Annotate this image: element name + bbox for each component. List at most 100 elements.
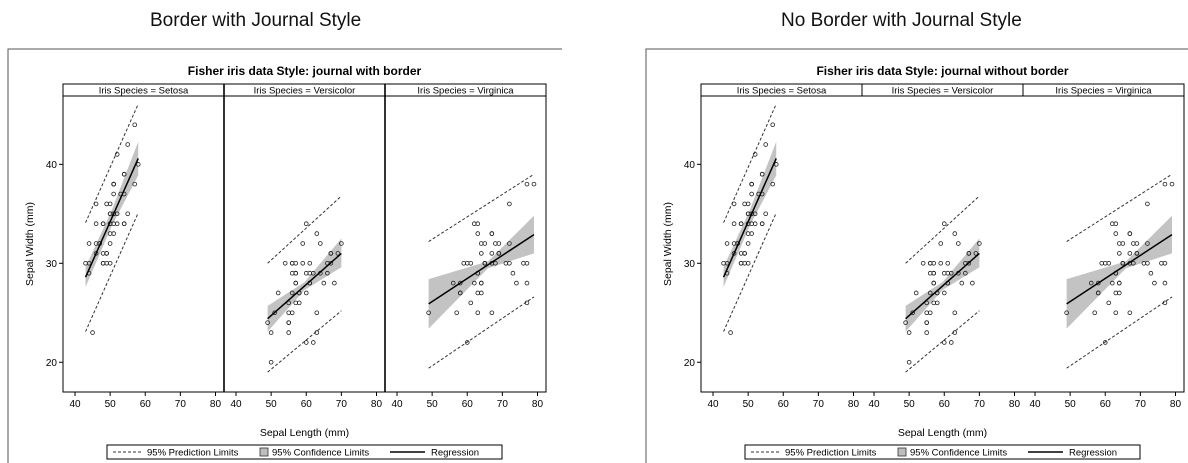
data-point [931,260,937,266]
data-point [325,270,330,276]
x-tick-label: 80 [532,399,544,410]
data-point [293,260,299,266]
y-tick-label: 40 [46,160,58,171]
data-point [1145,201,1150,207]
panel-header-label: Iris Species = Versicolor [892,86,994,97]
data-point [927,310,933,316]
data-point [963,270,968,276]
x-tick-label: 50 [904,399,916,410]
x-axis-label: Sepal Length (mm) [260,427,349,439]
legend-label-prediction: 95% Prediction Limits [147,448,239,459]
data-point [1106,300,1112,306]
data-point [93,201,99,207]
data-point [1120,241,1126,246]
data-point [107,201,113,207]
panel-1: Iris Species = Setosa 40 50 60 70 80 20 30 40 [46,86,222,411]
panel-2: Iris Species = Versicolor 40 50 60 70 80 [861,84,1020,410]
data-point [132,122,138,128]
data-point [531,181,537,187]
data-point [1117,251,1122,256]
regression-line [905,252,980,320]
data-point [1120,260,1126,266]
data-point [121,171,127,177]
data-point [1117,280,1122,286]
data-point [948,270,954,276]
x-tick-label: 70 [1135,399,1147,410]
data-point [121,221,127,227]
data-point [770,122,776,128]
x-tick-label: 40 [707,399,719,410]
data-point [1134,251,1140,256]
prediction-limit-upper [905,195,980,264]
panel-1: Iris Species = Setosa 40 50 60 70 80 20 30 40 [684,86,860,411]
data-point [114,152,120,157]
data-point [303,221,309,227]
data-point [86,241,92,246]
data-point [450,280,456,286]
figure-frame [7,48,562,463]
data-point [332,280,337,286]
data-point [924,320,929,325]
data-point [1162,260,1168,266]
data-point [1117,290,1122,296]
x-tick-label: 50 [266,399,278,410]
data-point [752,211,758,217]
data-point [763,211,768,217]
data-point [314,231,320,236]
data-point [749,231,754,236]
data-point [524,260,530,266]
data-point [977,241,982,246]
legend: 95% Prediction Limits 95% Confidence Limi… [744,444,1141,460]
data-point [1145,260,1150,266]
data-point [475,221,481,227]
data-point [524,181,530,187]
y-axis-label: Sepal Width (mm) [24,202,36,286]
data-point [752,152,758,157]
y-axis-label: Sepal Width (mm) [662,202,674,286]
data-point [125,142,130,147]
legend-label-confidence: 95% Confidence Limits [272,448,369,459]
x-tick-label: 70 [974,399,986,410]
panel-3: Iris Species = Virginica 40 50 60 70 80 [1022,84,1182,410]
data-point [314,310,320,316]
data-point [282,260,288,266]
regression-line [428,233,535,305]
data-point [1109,280,1115,286]
x-tick-label: 80 [848,399,860,410]
left-figure-caption: Border with Journal Style [150,10,362,31]
data-point [903,320,908,325]
data-point [759,221,765,227]
data-point [489,251,495,256]
data-point [524,300,530,306]
x-axis-label: Sepal Length (mm) [898,427,987,439]
y-tick-label: 40 [684,160,696,171]
data-point [510,270,516,276]
data-point [1148,270,1154,276]
data-point [952,310,958,316]
data-point [906,359,912,365]
prediction-limit-upper [267,195,342,264]
data-point [289,290,295,296]
legend-label-regression: Regression [1069,448,1117,459]
data-point [731,201,737,207]
x-tick-label: 70 [175,399,187,410]
data-point [286,330,291,335]
data-point [307,260,313,266]
data-point [100,221,106,227]
data-point [114,221,120,227]
data-point [468,300,474,306]
data-point [956,241,961,246]
x-tick-label: 80 [371,399,383,410]
x-tick-label: 80 [1170,399,1182,410]
data-point [457,290,463,296]
data-point [1131,260,1136,266]
data-point [114,211,120,217]
data-point [507,260,512,266]
prediction-limit-lower [1066,296,1173,369]
data-point [457,280,463,286]
chart-title: Fisher iris data Style: journal with bor… [188,64,422,78]
data-point [471,280,477,286]
data-point [920,260,926,266]
panel-header-label: Iris Species = Virginica [417,86,514,97]
